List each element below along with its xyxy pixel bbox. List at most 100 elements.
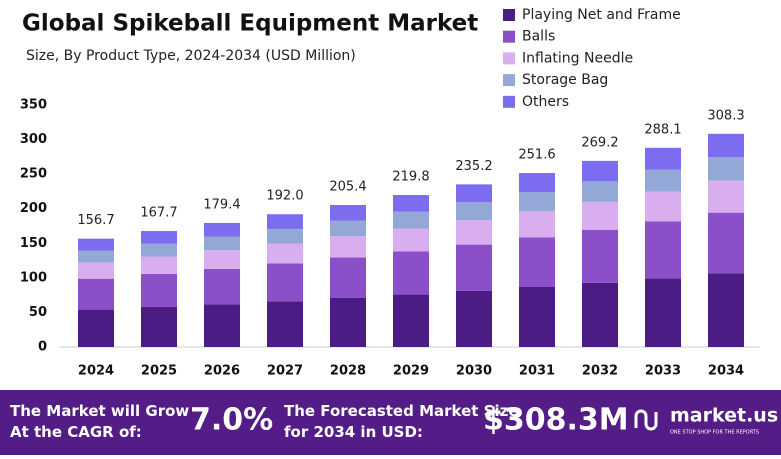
y-tick-label: 150 [20,236,47,251]
bar-segment [708,157,744,181]
bar-segment [519,286,555,347]
bar-segment [393,294,429,347]
bar-segment [78,238,114,251]
bar-segment [330,220,366,237]
total-label: 288.1 [644,122,681,137]
bar-segment [456,184,492,203]
bar-segment [708,180,744,213]
bar-segment [141,306,177,347]
bar-segment [519,237,555,287]
legend: Playing Net and Frame Balls Inflating Need… [503,7,681,110]
bar-segment [456,244,492,291]
bar-segment [708,133,744,158]
tagline: ONE STOP SHOP FOR THE REPORTS [670,430,759,436]
x-tick-label: 2030 [456,364,492,379]
brand: market.us [670,405,778,427]
bar-segment [582,160,618,182]
bar-segment [141,273,177,307]
bar-segment [708,273,744,347]
bar-segment [582,229,618,283]
bar-segment [141,243,177,257]
footer-band [0,390,781,455]
total-label: 192.0 [266,189,303,204]
cagr-value: 7.0% [190,403,273,438]
cagr-text: The Market will Grow [10,402,189,420]
forecast-text: The Forecasted Market Size [284,402,519,420]
forecast-value: $308.3M [483,403,629,438]
bar-segment [141,256,177,274]
bar-segment [708,212,744,274]
bar-segment [393,211,429,229]
total-label: 179.4 [203,197,240,212]
forecast-text: for 2034 in USD: [284,423,423,441]
y-tick-label: 350 [20,98,47,113]
total-label: 205.4 [329,179,366,194]
bar-segment [645,169,681,192]
chart-title: Global Spikeball Equipment Market [22,11,478,37]
y-tick-label: 0 [38,340,47,355]
y-tick-label: 300 [20,132,47,147]
legend-swatch [503,9,515,21]
bar-segment [78,309,114,347]
cagr-text: The Market will Grow [10,402,189,420]
bar-segment [330,297,366,347]
legend-swatch [503,30,515,43]
bar-segment [645,191,681,222]
x-tick-label: 2034 [708,364,744,379]
chart-subtitle: Size, By Product Type, 2024-2034 (USD Mi… [26,48,356,64]
bar-segment [456,202,492,221]
total-label: 167.7 [140,206,177,221]
total-label: 156.7 [77,213,114,228]
bar-segment [519,211,555,238]
bar-segment [645,278,681,347]
x-tick-label: 2032 [582,364,618,379]
y-tick-label: 100 [20,270,47,285]
legend-swatch [503,74,515,87]
bar-segment [267,214,303,229]
x-tick-label: 2027 [267,364,303,379]
bar-segment [204,250,240,269]
bar-segment [645,221,681,279]
bar-segment [78,262,114,279]
logo-mark [634,409,658,431]
legend-swatch [503,52,515,65]
x-tick-label: 2029 [393,364,429,379]
x-tick-label: 2024 [78,364,114,379]
legend-label: Storage Bag [522,72,608,88]
bar-segment [78,250,114,263]
bar-segment [393,251,429,295]
total-label: 308.3 [707,108,744,123]
bar-segment [330,257,366,298]
x-tick-label: 2033 [645,364,681,379]
logo-icon [634,409,658,431]
bar-segment [519,192,555,212]
bar-segment [456,220,492,245]
bar-segment [582,181,618,202]
bar-segment [267,263,303,302]
bar-segment [141,231,177,244]
legend-label: Others [522,94,569,110]
bar-segment [204,222,240,237]
bar-segment [267,228,303,244]
x-tick-label: 2028 [330,364,366,379]
bar-segment [204,268,240,305]
bar-segment [267,243,303,264]
x-tick-label: 2031 [519,364,555,379]
cagr-text-2: At the CAGR of: [10,423,142,441]
total-label: 219.8 [392,170,429,185]
legend-label: Balls [522,29,555,45]
legend-swatch [503,95,515,108]
y-tick-label: 200 [20,201,47,216]
bar-segment [267,301,303,347]
bar-segment [393,195,429,212]
bar-segment [582,201,618,230]
forecast-text-2: for 2034 in USD: [284,423,423,441]
bar-segment [204,304,240,347]
legend-label: Inflating Needle [522,50,633,66]
bar-segment [330,204,366,221]
x-tick-label: 2025 [141,364,177,379]
bar-segment [582,282,618,347]
bar-segment [456,290,492,347]
bar-segment [78,278,114,310]
